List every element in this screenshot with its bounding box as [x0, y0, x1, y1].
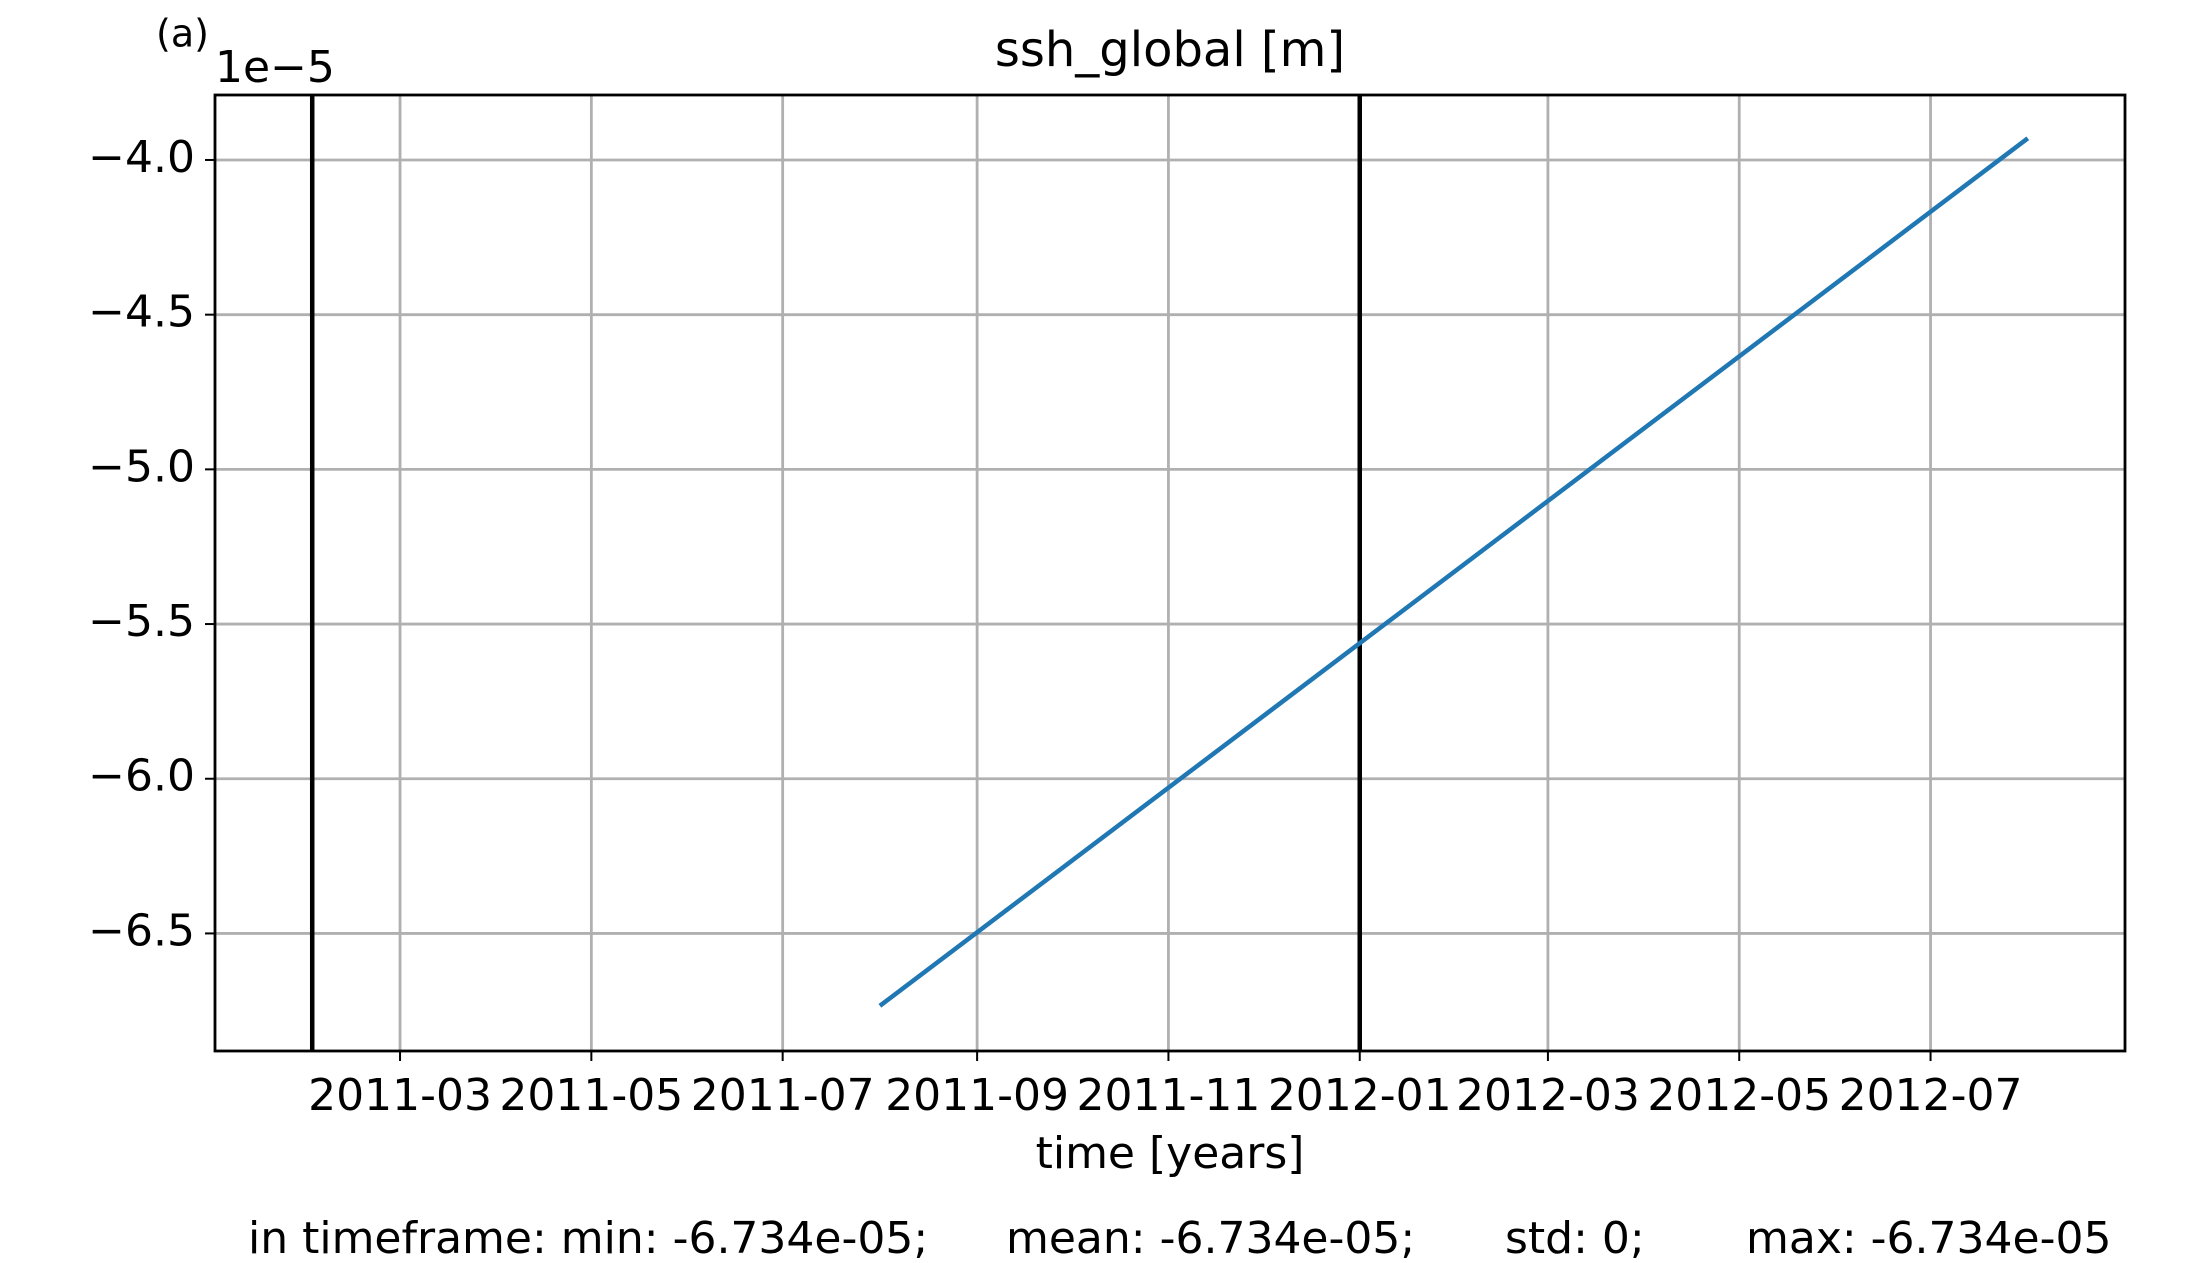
x-tick-label: 2011-03	[308, 1070, 492, 1121]
x-tick-label: 2012-03	[1456, 1070, 1640, 1121]
x-tick-label: 2012-05	[1647, 1070, 1831, 1121]
footer-stat: mean: -6.734e-05;	[1006, 1213, 1415, 1263]
panel-label: (a)	[156, 12, 209, 56]
chart-title: ssh_global [m]	[995, 22, 1345, 78]
x-tick-label: 2011-11	[1077, 1070, 1261, 1121]
x-tick-label: 2011-09	[885, 1070, 1069, 1121]
footer-stat: max: -6.734e-05	[1746, 1213, 2111, 1263]
y-tick-label: −5.5	[88, 596, 195, 647]
footer-stat: std: 0;	[1505, 1213, 1645, 1263]
x-tick-label: 2011-07	[691, 1070, 875, 1121]
x-tick-label: 2012-01	[1268, 1070, 1452, 1121]
y-tick-label: −6.5	[88, 905, 195, 956]
data-line	[878, 136, 2030, 1008]
offset-label: 1e−5	[215, 42, 335, 93]
y-tick-label: −4.5	[88, 287, 195, 338]
y-tick-label: −5.0	[88, 441, 195, 492]
y-tick-label: −6.0	[88, 751, 195, 802]
x-tick-label: 2012-07	[1839, 1070, 2023, 1121]
plot-frame	[213, 93, 2127, 1053]
x-tick-label: 2011-05	[499, 1070, 683, 1121]
y-tick-label: −4.0	[88, 132, 195, 183]
footer-stat: in timeframe: min: -6.734e-05;	[248, 1213, 928, 1263]
x-axis-label: time [years]	[1036, 1128, 1305, 1179]
